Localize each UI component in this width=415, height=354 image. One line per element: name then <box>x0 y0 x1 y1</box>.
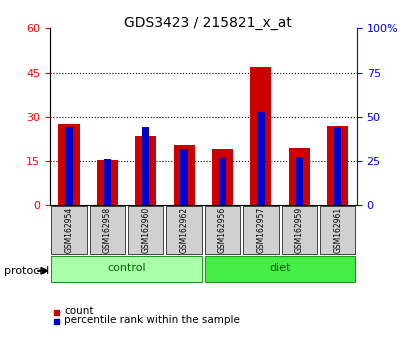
Text: control: control <box>107 263 146 274</box>
Bar <box>142 127 149 205</box>
Bar <box>173 145 195 205</box>
Bar <box>334 127 342 205</box>
Bar <box>97 160 118 205</box>
Text: GSM162960: GSM162960 <box>141 207 150 253</box>
Bar <box>250 67 271 205</box>
FancyBboxPatch shape <box>166 206 202 255</box>
Text: GSM162959: GSM162959 <box>295 207 304 253</box>
Text: GSM162957: GSM162957 <box>256 207 266 253</box>
Text: GSM162958: GSM162958 <box>103 207 112 253</box>
Bar <box>212 149 233 205</box>
Text: protocol: protocol <box>4 266 49 276</box>
FancyBboxPatch shape <box>243 206 278 255</box>
Text: diet: diet <box>269 263 291 274</box>
Bar <box>295 156 303 205</box>
FancyBboxPatch shape <box>282 206 317 255</box>
FancyBboxPatch shape <box>51 256 202 282</box>
Bar <box>65 127 73 205</box>
Text: percentile rank within the sample: percentile rank within the sample <box>64 315 240 325</box>
FancyBboxPatch shape <box>205 256 355 282</box>
Bar <box>104 159 111 205</box>
Bar <box>59 124 80 205</box>
Text: GSM162962: GSM162962 <box>180 207 189 253</box>
Bar <box>257 113 265 205</box>
Text: GDS3423 / 215821_x_at: GDS3423 / 215821_x_at <box>124 16 291 30</box>
FancyBboxPatch shape <box>90 206 125 255</box>
Bar <box>219 158 226 205</box>
FancyBboxPatch shape <box>128 206 164 255</box>
FancyBboxPatch shape <box>51 206 87 255</box>
Text: GSM162961: GSM162961 <box>333 207 342 253</box>
FancyBboxPatch shape <box>320 206 355 255</box>
Bar <box>135 136 156 205</box>
Bar <box>289 148 310 205</box>
Bar <box>327 126 348 205</box>
Bar <box>181 149 188 205</box>
Text: count: count <box>64 306 94 316</box>
FancyBboxPatch shape <box>205 206 240 255</box>
Text: GSM162956: GSM162956 <box>218 207 227 253</box>
Text: GSM162954: GSM162954 <box>64 207 73 253</box>
